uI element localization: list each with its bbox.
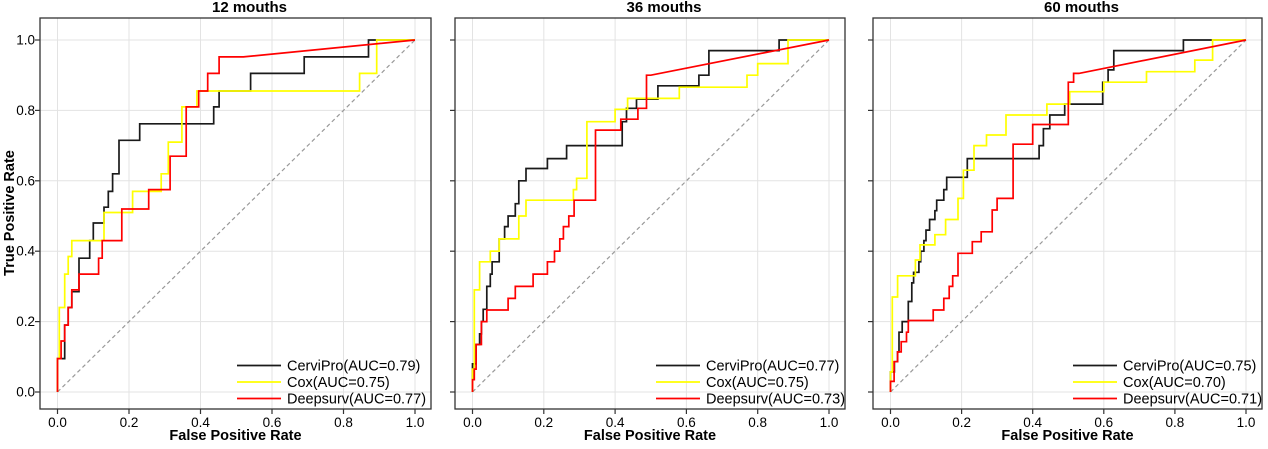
y-tick-label: 0.8 (16, 103, 35, 118)
legend-item: Deepsurv(AUC=0.73) (656, 392, 845, 408)
roc-curve-cox (56, 39, 415, 392)
x-axis-title: False Positive Rate (1001, 428, 1133, 444)
x-tick-label: 0.2 (120, 415, 139, 430)
roc-curve-cox (471, 39, 829, 392)
x-tick-label: 1.0 (1237, 415, 1256, 430)
legend-item: CerviPro(AUC=0.77) (656, 359, 839, 375)
y-tick-label: 0.4 (16, 244, 35, 259)
panel-title: 36 mouths (626, 0, 701, 16)
legend-item: Cox(AUC=0.75) (237, 375, 390, 391)
x-tick-label: 0.6 (1094, 415, 1113, 430)
x-tick-label: 0.0 (48, 415, 67, 430)
reference-diagonal (57, 39, 416, 393)
legend-label-cox: Cox(AUC=0.75) (706, 375, 809, 391)
roc-curve-deepsurv (471, 39, 830, 392)
plot-border (454, 17, 846, 410)
y-tick-label: 0.6 (16, 173, 35, 188)
x-tick-label: 0.8 (748, 415, 767, 430)
legend-label-cervipro: CerviPro(AUC=0.75) (1123, 359, 1256, 375)
legend-item: Deepsurv(AUC=0.77) (237, 392, 426, 408)
legend-label-deepsurv: Deepsurv(AUC=0.73) (706, 392, 845, 408)
legend-item: Cox(AUC=0.70) (1073, 375, 1226, 391)
legend-item: Cox(AUC=0.75) (656, 375, 809, 391)
x-tick-label: 0.0 (881, 415, 900, 430)
x-tick-label: 0.2 (534, 415, 553, 430)
plot-border (872, 17, 1263, 410)
x-tick-label: 0.6 (263, 415, 282, 430)
legend-label-cox: Cox(AUC=0.75) (287, 375, 390, 391)
legend-label-deepsurv: Deepsurv(AUC=0.77) (287, 392, 426, 408)
x-tick-label: 0.6 (677, 415, 696, 430)
panel-36-mouths: 0.0 0.2 0.4 0.6 0.8 1.0 36 mouths False Positiv… (450, 0, 846, 444)
x-axis-title: False Positive Rate (169, 428, 301, 444)
panel-60-mouths: 0.0 0.2 0.4 0.6 0.8 1.0 60 mouths False Positiv… (868, 0, 1263, 444)
legend-label-cervipro: CerviPro(AUC=0.79) (287, 359, 420, 375)
y-tick-label: 0.0 (16, 385, 35, 400)
roc-curve-deepsurv (56, 39, 416, 392)
legend-item: CerviPro(AUC=0.75) (1073, 359, 1256, 375)
x-tick-label: 0.8 (1166, 415, 1185, 430)
x-tick-label: 0.0 (463, 415, 482, 430)
legend-item: CerviPro(AUC=0.79) (237, 359, 420, 375)
legend-label-cox: Cox(AUC=0.70) (1123, 375, 1226, 391)
y-tick-label: 1.0 (16, 33, 35, 48)
panel-title: 60 mouths (1044, 0, 1119, 16)
x-axis-title: False Positive Rate (584, 428, 716, 444)
legend-label-cervipro: CerviPro(AUC=0.77) (706, 359, 839, 375)
x-tick-label: 0.4 (1023, 415, 1042, 430)
x-tick-label: 0.8 (334, 415, 353, 430)
y-tick-label: 0.2 (16, 314, 35, 329)
x-tick-label: 1.0 (406, 415, 425, 430)
y-axis-title: True Positive Rate (2, 150, 18, 276)
panel-title: 12 mouths (212, 0, 287, 16)
x-tick-label: 0.4 (191, 415, 210, 430)
roc-curve-cervipro (889, 39, 1246, 392)
x-tick-label: 0.4 (606, 415, 625, 430)
legend-label-deepsurv: Deepsurv(AUC=0.71) (1123, 392, 1262, 408)
x-tick-label: 0.2 (952, 415, 971, 430)
x-tick-label: 1.0 (820, 415, 839, 430)
roc-curve-deepsurv (889, 39, 1247, 392)
legend-item: Deepsurv(AUC=0.71) (1073, 392, 1262, 408)
panel-12-mouths: 0.0 0.2 0.4 0.6 0.8 1.0 0.0 0.2 0.4 0.6 0.8 1.0 True… (2, 0, 432, 444)
plot-border (39, 17, 432, 410)
roc-curve-cox (889, 39, 1246, 392)
reference-diagonal (890, 39, 1247, 393)
